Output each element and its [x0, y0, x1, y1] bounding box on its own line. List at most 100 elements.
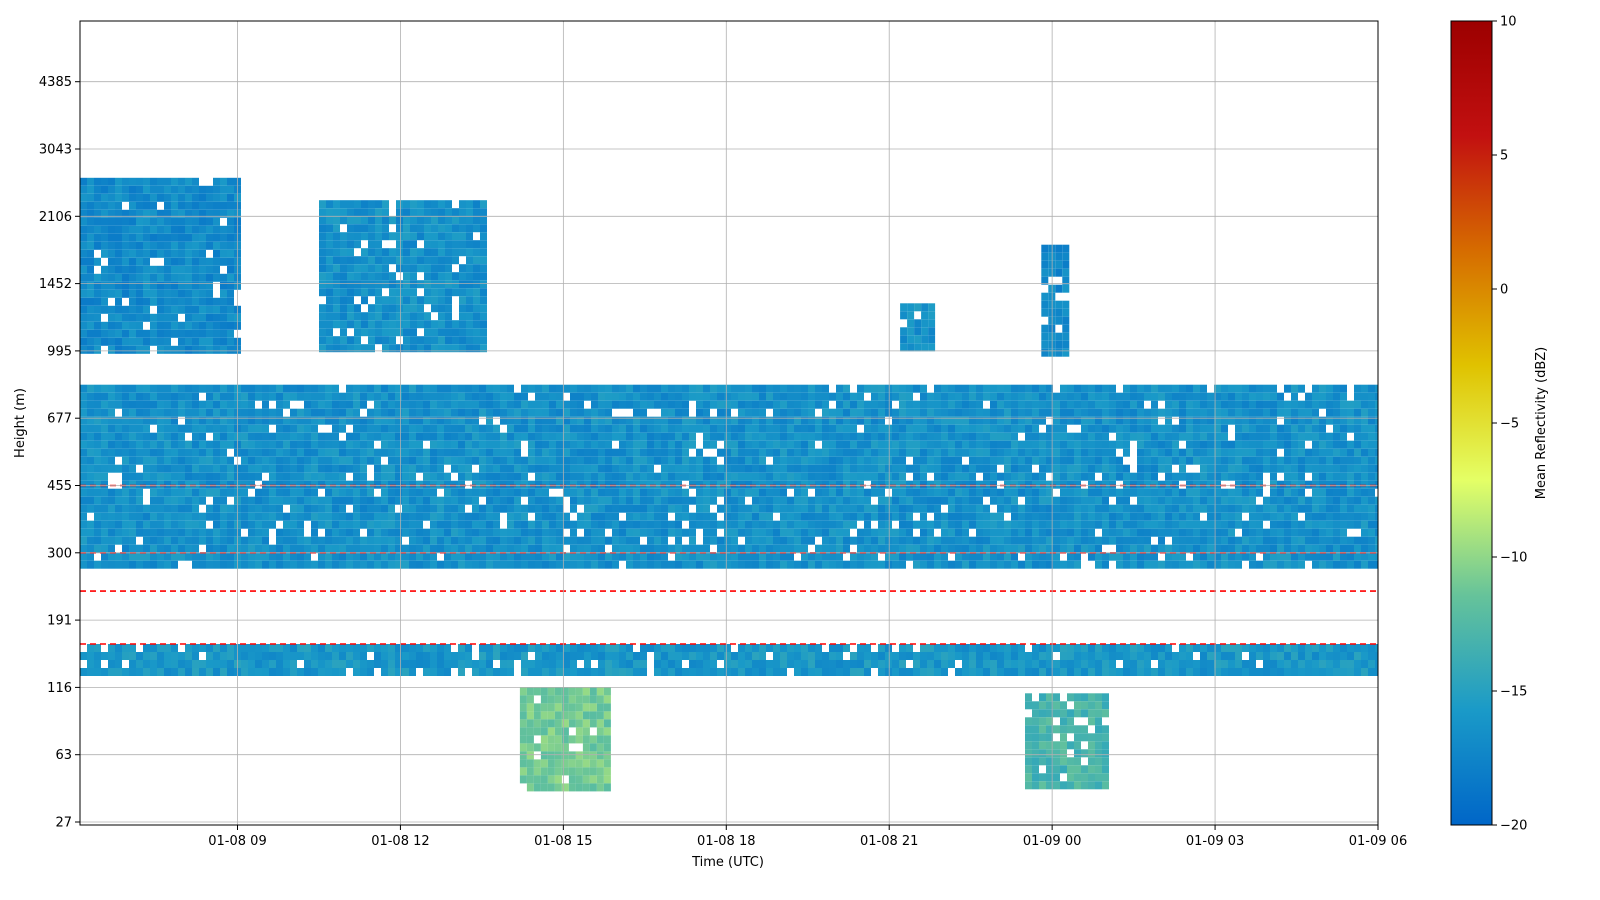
- heatmap-cell: [1214, 408, 1221, 417]
- heatmap-cell: [1228, 544, 1235, 553]
- heatmap-cell: [1235, 392, 1242, 401]
- heatmap-cell: [325, 512, 332, 521]
- heatmap-cell: [101, 488, 108, 497]
- heatmap-cell: [367, 644, 374, 652]
- heatmap-cell: [381, 472, 388, 481]
- heatmap-cell: [227, 408, 234, 417]
- heatmap-cell: [80, 177, 87, 186]
- heatmap-cell: [1333, 512, 1340, 521]
- heatmap-cell: [1137, 496, 1144, 505]
- heatmap-cell: [1095, 448, 1102, 457]
- heatmap-cell: [1200, 416, 1207, 425]
- heatmap-cell: [1361, 432, 1368, 441]
- heatmap-cell: [556, 504, 563, 513]
- heatmap-cell: [507, 660, 514, 668]
- heatmap-cell: [339, 552, 346, 561]
- heatmap-cell: [990, 668, 997, 676]
- heatmap-cell: [549, 512, 556, 521]
- heatmap-cell: [1081, 440, 1088, 449]
- heatmap-cell: [668, 416, 675, 425]
- heatmap-cell: [101, 217, 108, 226]
- heatmap-cell: [325, 464, 332, 473]
- heatmap-cell: [444, 424, 451, 433]
- heatmap-cell: [1333, 668, 1340, 676]
- heatmap-cell: [584, 512, 591, 521]
- heatmap-cell: [822, 652, 829, 660]
- heatmap-cell: [423, 472, 430, 481]
- heatmap-cell: [332, 424, 339, 433]
- heatmap-cell: [164, 217, 171, 226]
- heatmap-cell: [647, 560, 654, 569]
- heatmap-cell: [185, 177, 192, 186]
- heatmap-cell: [1123, 652, 1130, 660]
- heatmap-cell: [1277, 560, 1284, 569]
- heatmap-cell: [927, 504, 934, 513]
- heatmap-cell: [360, 520, 367, 529]
- heatmap-cell: [367, 456, 374, 465]
- heatmap-cell: [745, 464, 752, 473]
- heatmap-cell: [619, 472, 626, 481]
- heatmap-cell: [703, 560, 710, 569]
- heatmap-cell: [759, 448, 766, 457]
- heatmap-cell: [780, 644, 787, 652]
- heatmap-cell: [1165, 552, 1172, 561]
- heatmap-cell: [108, 241, 115, 250]
- heatmap-cell: [1088, 424, 1095, 433]
- heatmap-cell: [591, 432, 598, 441]
- heatmap-cell: [220, 384, 227, 393]
- heatmap-cell: [1284, 424, 1291, 433]
- heatmap-cell: [1347, 424, 1354, 433]
- heatmap-cell: [941, 400, 948, 409]
- heatmap-cell: [745, 480, 752, 489]
- heatmap-cell: [367, 448, 374, 457]
- heatmap-cell: [157, 660, 164, 668]
- heatmap-cell: [997, 440, 1004, 449]
- heatmap-cell: [717, 488, 724, 497]
- heatmap-cell: [150, 193, 157, 202]
- heatmap-cell: [591, 384, 598, 393]
- heatmap-cell: [696, 408, 703, 417]
- heatmap-cell: [724, 552, 731, 561]
- heatmap-cell: [654, 644, 661, 652]
- heatmap-cell: [143, 392, 150, 401]
- heatmap-cell: [150, 440, 157, 449]
- heatmap-cell: [1046, 448, 1053, 457]
- heatmap-cell: [1298, 536, 1305, 545]
- heatmap-cell: [1347, 448, 1354, 457]
- heatmap-cell: [108, 488, 115, 497]
- heatmap-cell: [381, 408, 388, 417]
- heatmap-cell: [598, 644, 605, 652]
- heatmap-cell: [780, 424, 787, 433]
- heatmap-cell: [556, 496, 563, 505]
- heatmap-cell: [1291, 456, 1298, 465]
- heatmap-cell: [794, 456, 801, 465]
- heatmap-cell: [1235, 660, 1242, 668]
- heatmap-cell: [1102, 440, 1109, 449]
- heatmap-cell: [913, 552, 920, 561]
- heatmap-cell: [276, 644, 283, 652]
- heatmap-cell: [150, 448, 157, 457]
- heatmap-cell: [1249, 456, 1256, 465]
- heatmap-cell: [388, 472, 395, 481]
- heatmap-cell: [213, 217, 220, 226]
- heatmap-cell: [318, 392, 325, 401]
- heatmap-cell: [1046, 660, 1053, 668]
- heatmap-cell: [563, 660, 570, 668]
- heatmap-cell: [339, 424, 346, 433]
- heatmap-cell: [388, 496, 395, 505]
- heatmap-cell: [864, 552, 871, 561]
- heatmap-cell: [871, 512, 878, 521]
- heatmap-cell: [1361, 520, 1368, 529]
- heatmap-cell: [1102, 408, 1109, 417]
- heatmap-cell: [486, 504, 493, 513]
- heatmap-cell: [1074, 552, 1081, 561]
- heatmap-cell: [430, 544, 437, 553]
- heatmap-cell: [1130, 652, 1137, 660]
- heatmap-cell: [570, 668, 577, 676]
- heatmap-cell: [976, 528, 983, 537]
- heatmap-cell: [773, 432, 780, 441]
- heatmap-cell: [486, 416, 493, 425]
- heatmap-cell: [563, 480, 570, 489]
- heatmap-cell: [864, 512, 871, 521]
- heatmap-cell: [381, 496, 388, 505]
